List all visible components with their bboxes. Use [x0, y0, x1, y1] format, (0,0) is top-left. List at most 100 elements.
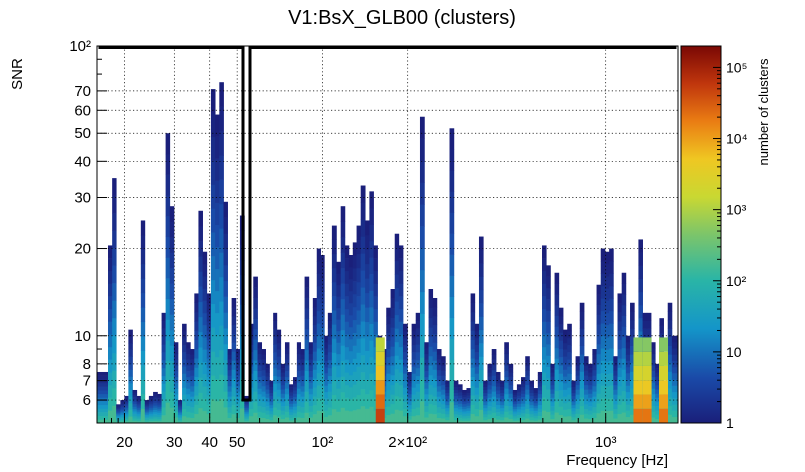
heatmap-bin: [588, 384, 593, 390]
heatmap-bin: [365, 321, 370, 337]
heatmap-bin: [296, 371, 302, 378]
heatmap-bin: [289, 411, 294, 415]
heatmap-bin: [265, 401, 270, 407]
heatmap-bin: [169, 252, 175, 269]
heatmap-bin: [344, 334, 350, 348]
heatmap-bin: [436, 417, 442, 424]
heatmap-bin: [655, 376, 660, 382]
heatmap-bin: [567, 415, 572, 424]
heatmap-bin: [584, 360, 589, 367]
heatmap-bin: [215, 224, 220, 248]
heatmap-bin: [478, 303, 484, 317]
heatmap-bin: [449, 170, 455, 192]
heatmap-bin: [148, 411, 154, 414]
heatmap-bin: [340, 314, 346, 331]
heatmap-bin: [265, 363, 270, 369]
heatmap-bin: [516, 411, 522, 415]
heatmap-bin: [296, 365, 302, 372]
heatmap-bin: [177, 413, 183, 416]
heatmap-bin: [365, 263, 370, 279]
heatmap-bin: [655, 393, 660, 398]
heatmap-bin: [296, 417, 302, 424]
heatmap-bin: [165, 153, 171, 175]
heatmap-bin: [331, 408, 337, 424]
heatmap-bin: [157, 393, 162, 397]
heatmap-bin: [112, 318, 117, 336]
heatmap-bin: [244, 401, 250, 404]
heatmap-bin: [617, 321, 623, 331]
heatmap-bin: [386, 406, 391, 416]
heatmap-bin: [308, 394, 314, 401]
heatmap-bin: [293, 390, 298, 394]
heatmap-bin: [235, 391, 241, 397]
heatmap-bin: [190, 412, 195, 419]
heatmap-bin: [390, 289, 396, 299]
heatmap-bin: [116, 412, 121, 414]
heatmap-bin: [563, 416, 568, 424]
heatmap-bin: [470, 395, 476, 405]
heatmap-bin: [554, 315, 560, 327]
heatmap-bin: [257, 382, 263, 389]
heatmap-bin: [579, 405, 585, 415]
heatmap-bin: [671, 366, 679, 374]
heatmap-bin: [625, 373, 631, 380]
heatmap-bin: [108, 296, 113, 310]
heatmap-bin: [257, 342, 263, 349]
heatmap-bin: [136, 401, 142, 404]
heatmap-bin: [554, 369, 560, 381]
heatmap-bin: [198, 332, 203, 348]
heatmap-bin: [398, 372, 404, 386]
heatmap-bin: [563, 376, 568, 384]
heatmap-bin: [537, 415, 543, 420]
heatmap-bin: [153, 418, 158, 422]
heatmap-bin: [655, 380, 660, 386]
heatmap-bin: [235, 349, 241, 355]
heatmap-bin: [671, 360, 679, 368]
heatmap-bin: [289, 409, 294, 413]
heatmap-bin: [491, 386, 497, 392]
heatmap-bin: [308, 382, 314, 389]
heatmap-bin: [352, 371, 357, 385]
heatmap-bin: [466, 400, 471, 404]
heatmap-bin: [394, 247, 400, 262]
heatmap-bin: [630, 345, 635, 355]
heatmap-bin: [596, 284, 602, 295]
heatmap-bin: [659, 333, 664, 341]
heatmap-bin: [542, 410, 547, 424]
heatmap-bin: [132, 415, 138, 419]
heatmap-bin: [575, 384, 581, 390]
heatmap-bin: [331, 225, 337, 240]
heatmap-bin: [336, 353, 342, 366]
heatmap-bin: [457, 406, 463, 410]
heatmap-bin: [592, 359, 597, 366]
heatmap-bin: [504, 348, 509, 355]
heatmap-bin: [411, 380, 417, 388]
heatmap-bin: [116, 415, 121, 417]
heatmap-bin: [415, 391, 421, 400]
heatmap-bin: [327, 407, 333, 416]
heatmap-bin: [148, 415, 154, 418]
heatmap-bin: [108, 372, 113, 386]
heatmap-bin: [210, 208, 216, 233]
heatmap-bin: [265, 380, 270, 386]
heatmap-bin: [169, 345, 175, 362]
heatmap-bin: [579, 362, 585, 372]
heatmap-bin: [609, 348, 614, 361]
heatmap-bin: [487, 363, 493, 369]
heatmap-bin: [116, 413, 121, 416]
heatmap-bin: [356, 267, 362, 283]
heatmap-bin: [478, 236, 484, 251]
heatmap-bin: [177, 411, 183, 414]
heatmap-bin: [227, 354, 233, 360]
heatmap-bin: [108, 334, 113, 348]
heatmap-bin: [235, 417, 241, 424]
heatmap-bin: [296, 348, 302, 355]
heatmap-bin: [128, 402, 133, 410]
heatmap-bin: [348, 279, 354, 292]
heatmap-bin: [546, 411, 551, 424]
heatmap-bin: [407, 412, 413, 417]
heatmap-bin: [516, 384, 522, 388]
heatmap-bin: [575, 380, 581, 386]
heatmap-bin: [525, 360, 530, 367]
heatmap-bin: [478, 329, 484, 344]
